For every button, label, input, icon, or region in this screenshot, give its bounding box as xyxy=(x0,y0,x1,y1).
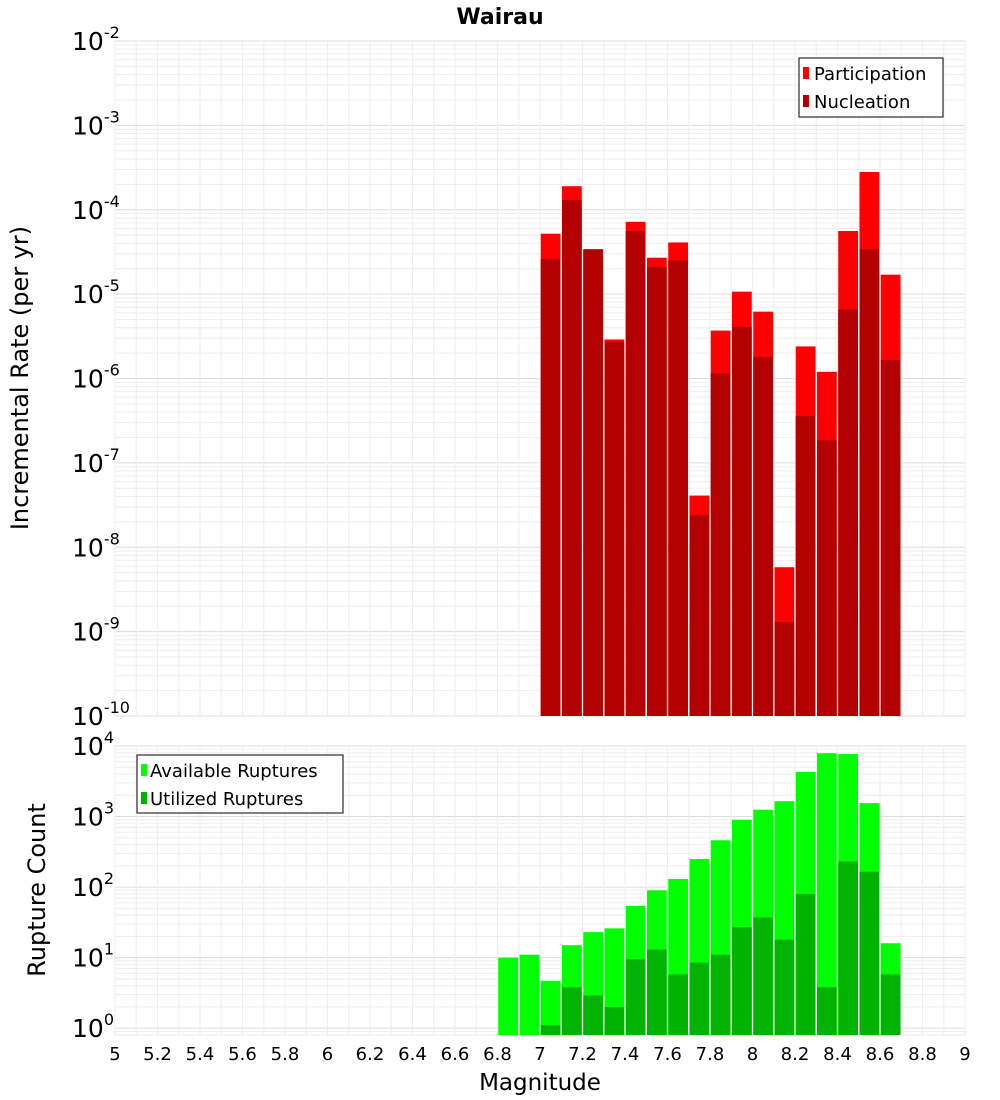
rate-nucleation-bar xyxy=(710,373,731,716)
count-utilized-ruptures-bar xyxy=(583,995,603,1035)
count-available-ruptures-bar xyxy=(540,980,561,1035)
x-tick-label: 6 xyxy=(322,1044,333,1065)
legend-label-nucleation: Nucleation xyxy=(814,92,910,113)
legend-label-utilized: Utilized Ruptures xyxy=(150,789,303,810)
y-tick-label: 10-4 xyxy=(72,192,120,225)
y-tick-label: 100 xyxy=(72,1010,114,1043)
x-tick-label: 5.4 xyxy=(186,1044,215,1065)
count-utilized-ruptures-bar xyxy=(625,959,646,1035)
x-tick-label: 5.2 xyxy=(143,1044,172,1065)
rate-nucleation-bar xyxy=(795,415,816,716)
legend-swatch-nucleation xyxy=(803,95,809,107)
count-utilized-ruptures-bar xyxy=(604,1006,625,1035)
rate-nucleation-bar xyxy=(689,515,710,716)
bottom-legend: Available Ruptures Utilized Ruptures xyxy=(136,754,344,814)
y-tick-label: 10-9 xyxy=(72,614,120,647)
y-tick-label: 10-2 xyxy=(72,23,120,56)
x-tick-labels: 5 5.2 5.4 5.6 5.8 6 6.2 6.4 6.6 6.8 7 7.2 7.4 7.6 7.8 8… xyxy=(109,1044,970,1065)
rate-nucleation-bar xyxy=(817,440,837,716)
x-tick-label: 8.8 xyxy=(908,1044,937,1065)
legend-label-participation: Participation xyxy=(814,64,926,85)
legend-swatch-utilized xyxy=(141,792,147,804)
y-tick-label: 10-8 xyxy=(72,529,120,562)
rate-nucleation-bar xyxy=(859,249,880,716)
x-tick-label: 8.2 xyxy=(781,1044,810,1065)
y-tick-label: 101 xyxy=(72,940,114,973)
x-tick-label: 5 xyxy=(109,1044,120,1065)
count-utilized-ruptures-bar xyxy=(859,871,880,1035)
rate-nucleation-bar xyxy=(647,266,667,716)
y-tick-label: 10-5 xyxy=(72,276,120,309)
legend-label-available: Available Ruptures xyxy=(150,761,318,782)
y-tick-label: 10-3 xyxy=(72,107,120,140)
x-tick-label: 8 xyxy=(747,1044,758,1065)
legend-swatch-participation xyxy=(803,67,809,79)
count-utilized-ruptures-bar xyxy=(540,1025,561,1035)
top-legend: Participation Nucleation xyxy=(798,57,944,118)
count-utilized-ruptures-bar xyxy=(562,987,582,1035)
bottom-y-tick-labels: 100 101 102 103 104 xyxy=(72,728,114,1043)
count-utilized-ruptures-bar xyxy=(795,893,816,1035)
rate-nucleation-bar xyxy=(774,622,795,716)
y-tick-label: 10-7 xyxy=(72,445,120,478)
count-utilized-ruptures-bar xyxy=(732,927,752,1035)
x-tick-label: 6.4 xyxy=(398,1044,427,1065)
x-tick-label: 8.6 xyxy=(866,1044,895,1065)
top-bars xyxy=(540,172,901,716)
y-tick-label: 10-10 xyxy=(72,698,130,731)
rate-nucleation-bar xyxy=(753,356,773,716)
y-tick-label: 10-6 xyxy=(72,361,120,394)
count-utilized-ruptures-bar xyxy=(838,861,858,1035)
x-tick-label: 8.4 xyxy=(823,1044,852,1065)
rate-nucleation-bar xyxy=(625,230,646,716)
count-utilized-ruptures-bar xyxy=(689,962,710,1035)
x-tick-label: 6.6 xyxy=(441,1044,470,1065)
y-tick-label: 104 xyxy=(72,728,114,761)
x-axis-label: Magnitude xyxy=(479,1070,601,1096)
count-utilized-ruptures-bar xyxy=(668,974,688,1035)
rate-nucleation-bar xyxy=(668,260,688,716)
legend-swatch-available xyxy=(141,764,147,776)
x-tick-label: 7.8 xyxy=(696,1044,725,1065)
x-tick-label: 5.8 xyxy=(271,1044,300,1065)
chart-title: Wairau xyxy=(456,5,543,30)
x-tick-label: 9 xyxy=(959,1044,970,1065)
count-utilized-ruptures-bar xyxy=(647,949,667,1035)
x-tick-label: 6.8 xyxy=(483,1044,512,1065)
count-available-ruptures-bar xyxy=(519,954,540,1035)
bottom-bars xyxy=(498,753,901,1035)
x-tick-label: 7.6 xyxy=(653,1044,682,1065)
x-tick-label: 5.6 xyxy=(228,1044,257,1065)
y-tick-label: 102 xyxy=(72,869,114,902)
x-tick-label: 7.4 xyxy=(611,1044,640,1065)
top-y-axis-label: Incremental Rate (per yr) xyxy=(6,226,34,530)
bottom-y-axis-label: Rupture Count xyxy=(23,803,51,977)
rate-nucleation-bar xyxy=(583,249,603,716)
rate-nucleation-bar xyxy=(880,360,901,716)
y-tick-label: 103 xyxy=(72,799,114,832)
rate-nucleation-bar xyxy=(732,326,752,716)
x-tick-label: 7.2 xyxy=(568,1044,597,1065)
count-available-ruptures-bar xyxy=(498,957,518,1035)
top-gridlines xyxy=(114,40,966,717)
rate-nucleation-bar xyxy=(562,200,582,716)
x-tick-label: 7 xyxy=(534,1044,545,1065)
top-y-tick-labels: 10-10 10-9 10-8 10-7 10-6 10-5 10-4 10-3 10-2 xyxy=(72,23,130,731)
count-available-ruptures-bar xyxy=(817,753,837,1035)
x-tick-label: 6.2 xyxy=(356,1044,385,1065)
rate-nucleation-bar xyxy=(540,259,561,716)
count-utilized-ruptures-bar xyxy=(710,954,731,1035)
count-utilized-ruptures-bar xyxy=(774,939,795,1035)
count-utilized-ruptures-bar xyxy=(753,917,773,1035)
rate-nucleation-bar xyxy=(604,342,625,716)
count-utilized-ruptures-bar xyxy=(880,974,901,1035)
rate-nucleation-bar xyxy=(838,309,858,716)
count-utilized-ruptures-bar xyxy=(817,987,837,1035)
